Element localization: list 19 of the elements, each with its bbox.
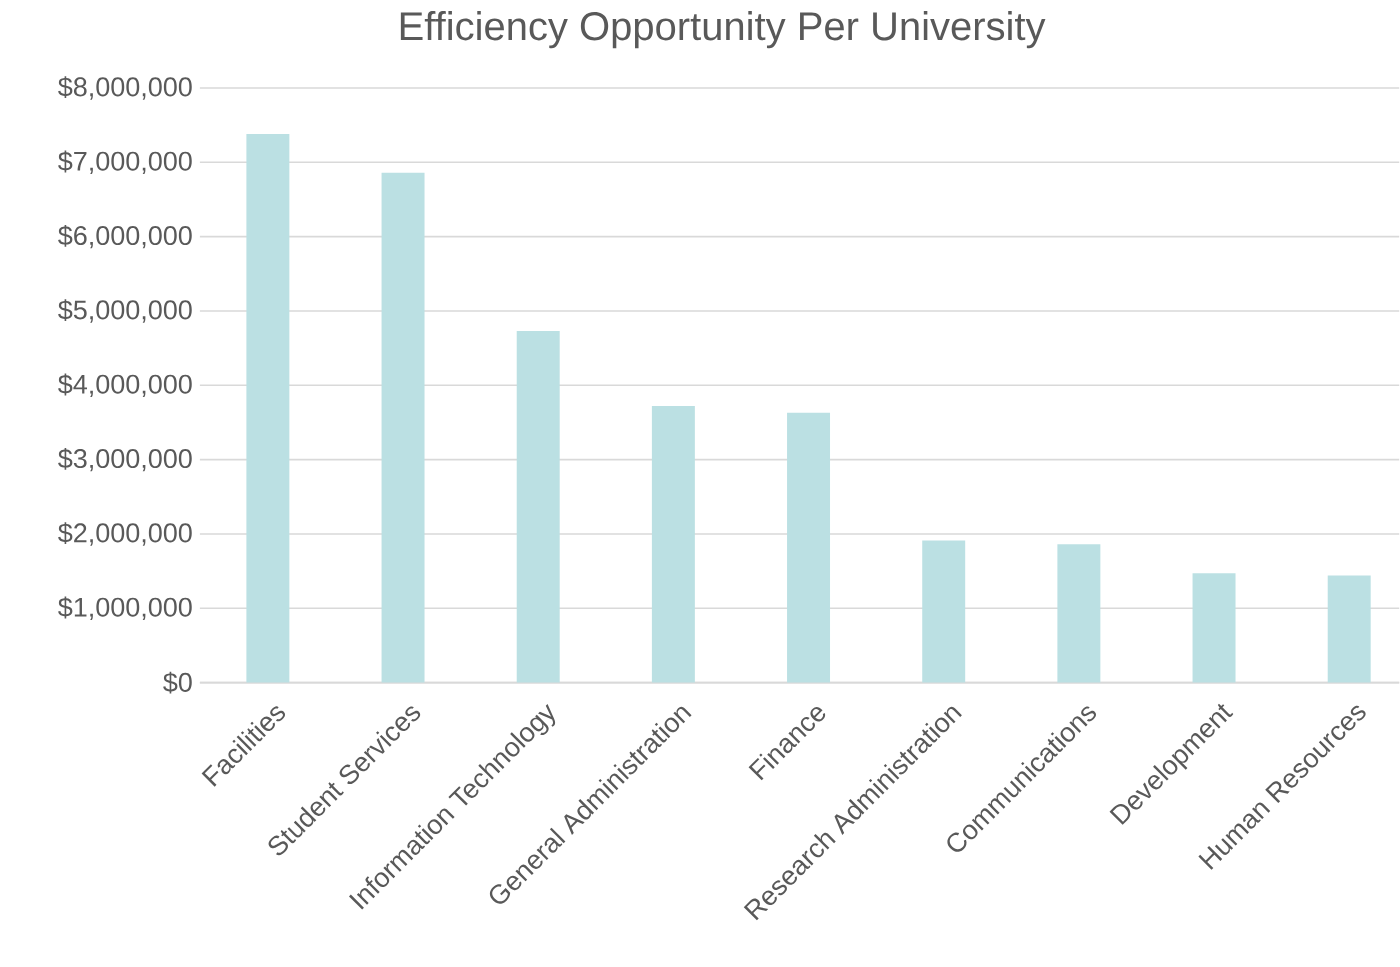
y-tick-label: $2,000,000 — [58, 522, 192, 546]
bar — [1327, 575, 1371, 683]
y-tick-label: $0 — [163, 671, 192, 694]
y-tick-label: $8,000,000 — [58, 76, 192, 100]
bar — [1192, 573, 1236, 683]
bar — [787, 412, 831, 683]
bar — [381, 172, 425, 683]
bar — [651, 405, 695, 683]
y-tick-label: $5,000,000 — [58, 299, 192, 323]
bar — [246, 133, 290, 683]
bar — [516, 330, 560, 683]
y-tick-label: $6,000,000 — [58, 224, 192, 249]
y-tick-label: $3,000,000 — [58, 447, 192, 472]
bar — [1057, 544, 1101, 683]
y-tick-label: $4,000,000 — [58, 373, 192, 397]
y-tick-label: $1,000,000 — [58, 596, 192, 620]
bar — [922, 540, 966, 683]
chart-title: Efficiency Opportunity Per University — [400, 10, 1046, 49]
y-tick-label: $7,000,000 — [58, 150, 192, 174]
